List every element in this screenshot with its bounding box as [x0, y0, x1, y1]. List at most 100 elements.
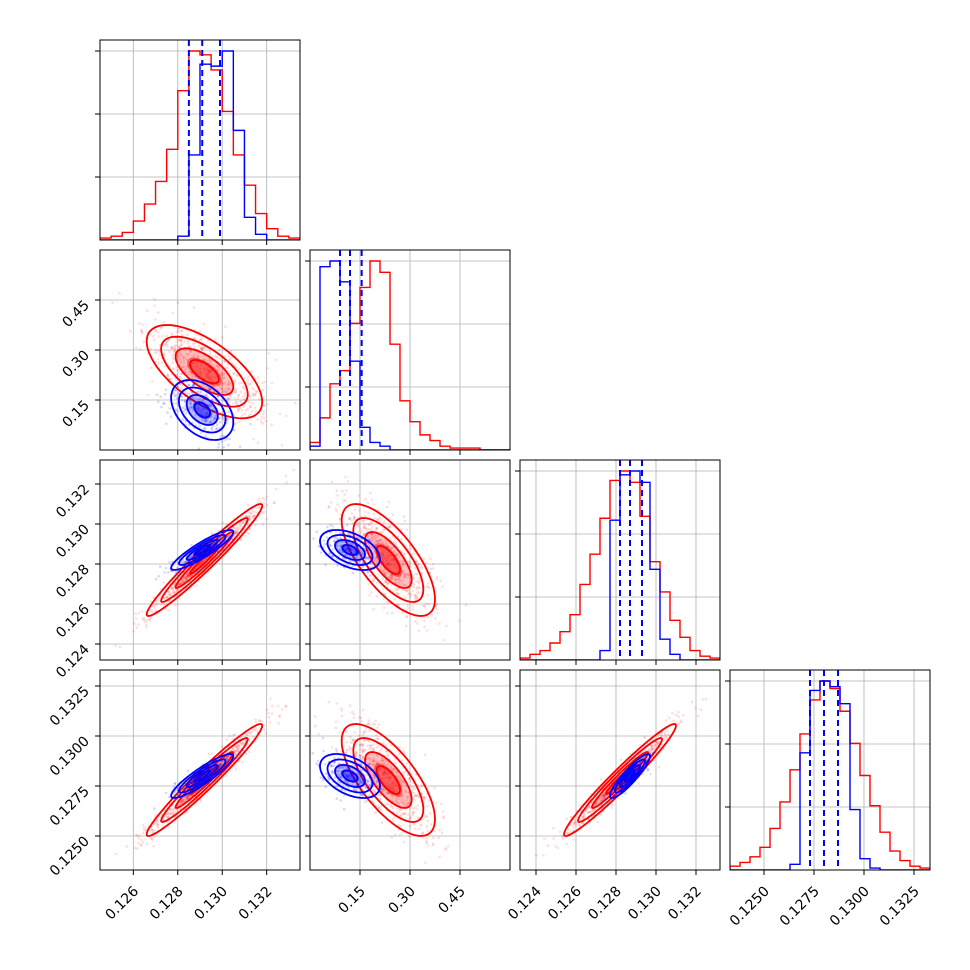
sample-point: [390, 575, 394, 579]
sample-point: [239, 741, 243, 745]
sample-point: [401, 795, 404, 798]
sample-point: [232, 539, 236, 542]
sample-point: [415, 807, 419, 811]
sample-point: [216, 761, 220, 765]
sample-point: [384, 763, 388, 767]
sample-point: [384, 580, 388, 584]
sample-point: [207, 359, 210, 362]
sample-point: [338, 731, 342, 734]
sample-point: [216, 550, 220, 554]
sample-point: [172, 588, 175, 592]
sample-point: [391, 805, 394, 809]
sample-point: [364, 748, 367, 752]
sample-point: [210, 767, 213, 770]
sample-point: [437, 836, 440, 840]
sample-point: [408, 835, 411, 838]
sample-point: [359, 780, 363, 783]
histogram-panel-1: [310, 250, 510, 450]
sample-point: [191, 396, 195, 400]
sample-point: [222, 359, 226, 363]
sample-point: [153, 298, 156, 301]
sample-point: [172, 584, 176, 588]
sample-point: [405, 572, 409, 576]
sample-point: [204, 421, 207, 424]
sample-point: [359, 754, 363, 758]
contour-line-blue: [334, 539, 366, 561]
sample-point: [351, 782, 355, 785]
sample-point: [385, 750, 388, 753]
contour-line-blue: [193, 544, 211, 556]
sample-point: [164, 607, 167, 611]
sample-point: [274, 358, 278, 362]
sample-point: [238, 445, 242, 449]
sample-point: [338, 775, 342, 779]
sample-point: [386, 571, 389, 575]
sample-point: [367, 779, 371, 783]
sample-point: [412, 807, 415, 810]
sample-point: [370, 525, 374, 529]
sample-point: [178, 582, 181, 586]
sample-point: [280, 444, 284, 447]
sample-point: [392, 589, 395, 593]
sample-point: [398, 577, 401, 581]
sample-point: [185, 576, 188, 579]
sample-point: [386, 754, 390, 758]
sample-point: [439, 579, 443, 583]
sample-point: [382, 742, 385, 745]
sample-point: [163, 603, 166, 606]
sample-point: [192, 383, 196, 386]
sample-point: [181, 578, 184, 581]
sample-point: [387, 582, 390, 585]
sample-point: [251, 386, 254, 390]
sample-point: [415, 561, 419, 564]
sample-point: [359, 762, 363, 766]
sample-point: [193, 345, 196, 349]
sample-point: [379, 748, 383, 752]
sample-point: [249, 412, 252, 416]
sample-point: [357, 494, 361, 498]
sample-point: [329, 523, 333, 527]
y-tick-label: 0.1250: [47, 834, 93, 880]
sample-point: [155, 602, 158, 605]
sample-point: [227, 398, 231, 401]
sample-point: [367, 763, 371, 766]
sample-point: [171, 357, 175, 361]
sample-point: [151, 610, 154, 614]
sample-point: [177, 571, 181, 574]
sample-point: [227, 379, 230, 383]
sample-point: [302, 698, 305, 701]
sample-point: [389, 574, 392, 577]
sample-point: [233, 379, 237, 383]
sample-point: [195, 569, 198, 573]
sample-point: [326, 525, 329, 529]
sample-point: [464, 603, 468, 607]
sample-point: [424, 602, 428, 605]
sample-point: [409, 779, 413, 783]
sample-point: [197, 376, 201, 379]
sample-point: [152, 596, 155, 600]
sample-point: [140, 838, 143, 842]
x-ticks-0-0: [132, 240, 268, 245]
sample-point: [342, 499, 346, 503]
sample-point: [170, 346, 174, 350]
sample-point: [359, 542, 363, 546]
contour-line-red: [364, 751, 413, 809]
sample-point: [352, 517, 356, 521]
sample-point: [425, 815, 429, 818]
sample-point: [187, 796, 190, 799]
sample-point: [132, 622, 136, 625]
sample-point: [180, 801, 184, 805]
sample-point: [424, 561, 428, 565]
sample-point: [178, 582, 182, 586]
contour-line-red: [174, 531, 235, 589]
sample-point: [648, 750, 651, 753]
sample-point: [374, 719, 377, 723]
sample-point: [217, 367, 221, 371]
sample-point: [209, 359, 212, 363]
sample-point: [232, 402, 235, 405]
sample-point: [184, 560, 188, 563]
sample-point: [172, 807, 175, 811]
sample-point: [366, 787, 370, 790]
sample-point: [207, 403, 211, 406]
sample-point: [368, 793, 371, 797]
